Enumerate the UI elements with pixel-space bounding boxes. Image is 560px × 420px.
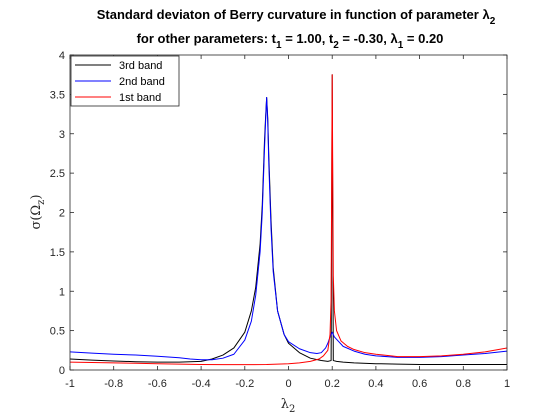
series-line-1st-band: [69, 74, 508, 366]
x-axis-label: λ2: [281, 397, 296, 415]
y-tick-label: 0: [59, 365, 65, 377]
y-axis-label: σ(Ωz): [29, 194, 47, 229]
series-line-2nd-band: [69, 97, 508, 361]
chart-title-line1: Standard deviaton of Berry curvature in …: [97, 7, 496, 27]
y-tick-label: 3: [59, 129, 65, 141]
legend-label-2nd-band: 2nd band: [119, 76, 165, 88]
y-tick-label: 2: [59, 208, 65, 220]
y-tick-label: 2.5: [50, 168, 65, 180]
ticks-layer: -1 -0.8 -0.6 -0.4 -0.2 0 0.2 0.4 0.6 0.8 1 0 0.5 1 1.5…: [50, 50, 510, 390]
x-tick-label: -0.2: [235, 378, 254, 390]
x-tick-label: 0: [285, 378, 291, 390]
legend-label-3rd-band: 3rd band: [119, 60, 162, 72]
chart-title-line2: for other parameters: t1 = 1.00, t2 = -0…: [137, 31, 444, 51]
x-tick-label: -0.4: [192, 378, 211, 390]
x-tick-label: -0.6: [148, 378, 167, 390]
y-tick-label: 4: [59, 50, 65, 62]
y-tick-label: 3.5: [50, 89, 65, 101]
y-tick-label: 1.5: [50, 247, 65, 259]
y-tick-label: 0.5: [50, 326, 65, 338]
series-layer: [69, 74, 508, 366]
x-tick-label: 0.6: [412, 378, 427, 390]
x-tick-label: 0.4: [368, 378, 383, 390]
legend-label-1st-band: 1st band: [119, 92, 161, 104]
plot-area: [70, 55, 507, 370]
plot-frame: [69, 54, 508, 371]
x-tick-label: -0.8: [104, 378, 123, 390]
x-tick-label: 1: [504, 378, 510, 390]
x-tick-label: 0.8: [456, 378, 471, 390]
legend: 3rd band 2nd band 1st band: [70, 55, 180, 107]
y-tick-label: 1: [59, 286, 65, 298]
x-tick-label: 0.2: [325, 378, 340, 390]
x-tick-label: -1: [65, 378, 75, 390]
